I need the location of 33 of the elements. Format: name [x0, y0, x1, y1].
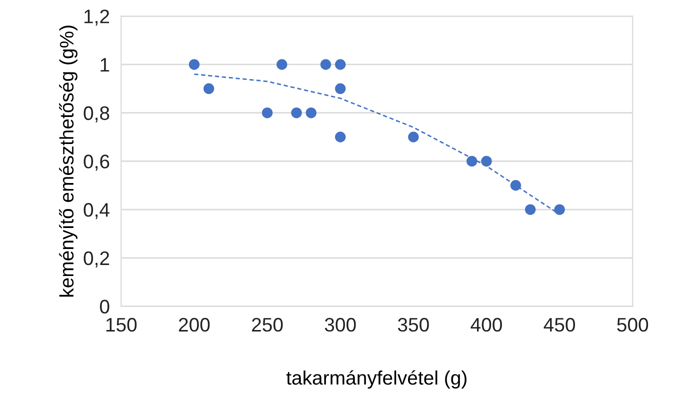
point	[481, 156, 492, 167]
point	[188, 59, 200, 70]
y-tick-label: 0,8	[84, 106, 110, 122]
y-tick-label: 0,2	[84, 251, 110, 268]
x-tick-label: 300	[324, 318, 356, 332]
x-tick-label: 400	[470, 318, 502, 332]
y-axis-title: keményítő emészthetőség (g%)	[59, 26, 78, 297]
x-axis-title: takarmányfelvétel (g)	[286, 370, 466, 389]
point	[466, 156, 478, 167]
point	[306, 107, 316, 118]
y-tick-label: 0	[100, 300, 110, 314]
x-tick-label: 150	[106, 318, 137, 332]
point	[276, 59, 288, 70]
y-tick-label: 1	[100, 58, 110, 72]
point	[262, 107, 273, 118]
point	[334, 83, 346, 94]
x-tick-label: 200	[178, 318, 210, 332]
point	[408, 132, 419, 142]
x-tick-label: 350	[398, 318, 429, 332]
y-tick-label: 0,6	[84, 154, 110, 171]
point	[510, 180, 522, 191]
point	[291, 107, 302, 118]
point	[334, 132, 346, 142]
x-tick-label: 500	[617, 318, 648, 332]
point	[524, 204, 536, 215]
x-tick-label: 450	[544, 318, 576, 332]
point	[334, 59, 346, 70]
y-tick-label: 0,4	[84, 203, 110, 220]
point	[554, 204, 565, 215]
x-tick-label: 250	[252, 318, 283, 332]
y-tick-label: 1,2	[84, 10, 110, 26]
point	[203, 83, 214, 94]
point	[320, 59, 332, 70]
